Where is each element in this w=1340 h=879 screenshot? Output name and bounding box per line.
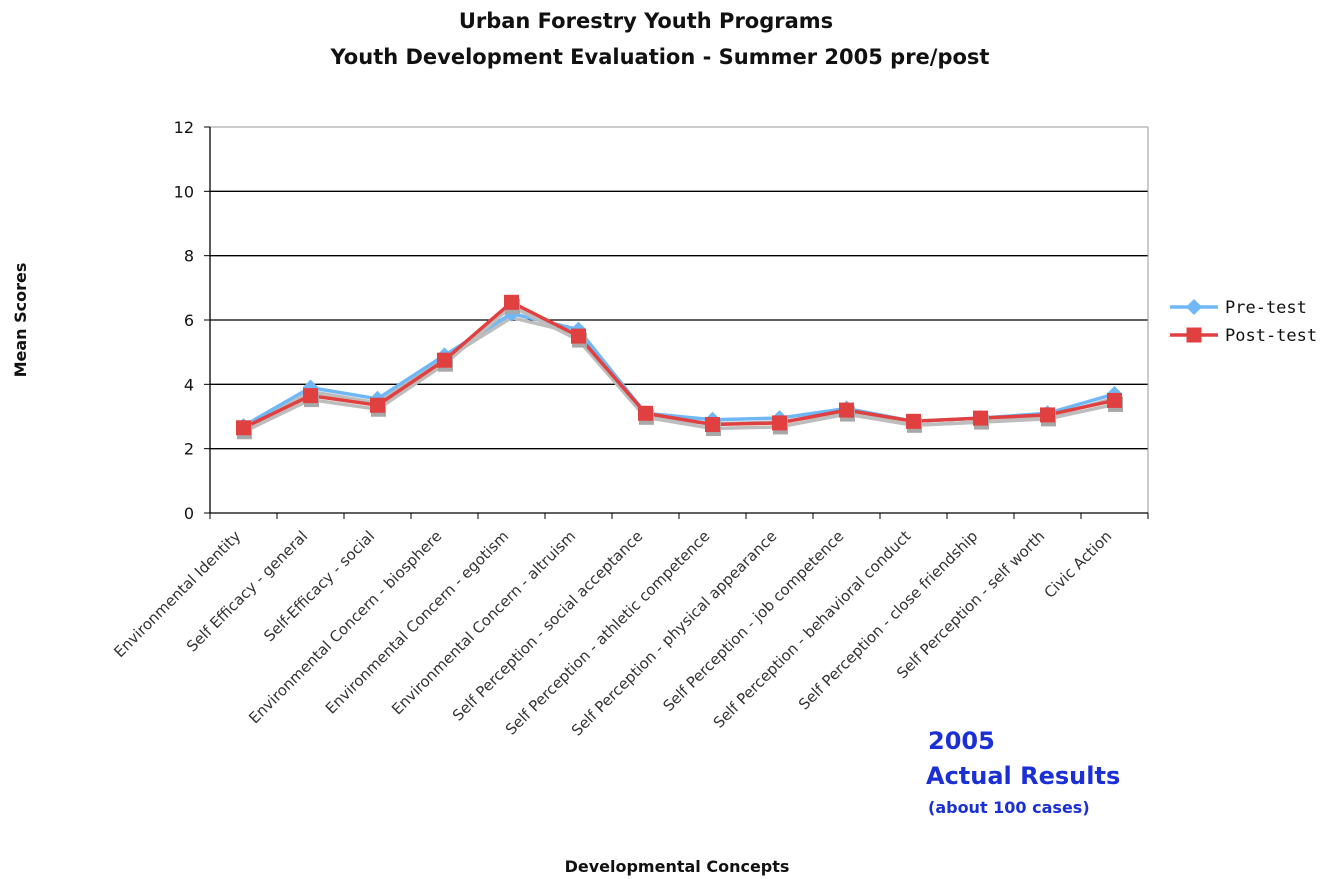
results-annotation: 2005 Actual Results (about 100 cases) xyxy=(926,727,1120,817)
series xyxy=(235,294,1123,440)
post-test-point xyxy=(370,397,385,413)
post-test-point xyxy=(973,410,988,426)
post-test-point xyxy=(906,413,921,429)
y-tick-label: 2 xyxy=(184,440,194,459)
post-test-point xyxy=(303,388,318,404)
legend-marker xyxy=(1186,299,1202,315)
annotation-note: (about 100 cases) xyxy=(928,798,1090,817)
x-tick-label: Self Efficacy - general xyxy=(183,527,311,655)
chart-title: Urban Forestry Youth Programs xyxy=(459,9,833,33)
chart-subtitle: Youth Development Evaluation - Summer 20… xyxy=(330,45,990,69)
gridlines xyxy=(210,190,1148,450)
post-test-point xyxy=(772,415,787,431)
post-test-point xyxy=(1107,392,1122,408)
legend-entry: Pre-test xyxy=(1170,298,1307,318)
legend: Pre-test Post-test xyxy=(1170,298,1317,346)
post-test-point xyxy=(236,420,251,436)
post-test-point xyxy=(1040,407,1055,423)
legend-marker xyxy=(1186,327,1202,343)
post-test-point xyxy=(571,328,586,344)
y-tick-label: 4 xyxy=(184,375,194,394)
series-line-post-test xyxy=(242,300,1115,430)
axes xyxy=(204,126,1149,519)
y-tick-labels: 0 2 4 6 8 10 12 xyxy=(174,118,194,523)
legend-label: Pre-test xyxy=(1225,298,1307,318)
y-tick-label: 6 xyxy=(184,311,194,330)
post-test-point xyxy=(504,294,519,310)
annotation-year: 2005 xyxy=(928,727,995,755)
x-tick-label: Self-Efficacy - social xyxy=(260,527,378,645)
x-tick-label: Environmental Identity xyxy=(110,527,244,661)
annotation-title: Actual Results xyxy=(926,762,1120,790)
series-shadow xyxy=(242,304,1115,434)
y-tick-label: 12 xyxy=(174,118,194,137)
post-test-point xyxy=(437,352,452,368)
y-tick-label: 8 xyxy=(184,247,194,266)
legend-label: Post-test xyxy=(1225,326,1317,346)
post-test-point xyxy=(638,405,653,421)
legend-entry: Post-test xyxy=(1170,326,1317,346)
y-tick-label: 10 xyxy=(174,182,194,201)
x-tick-label: Civic Action xyxy=(1041,527,1116,602)
y-tick-label: 0 xyxy=(184,504,194,523)
y-axis-title: Mean Scores xyxy=(11,263,30,378)
post-test-point xyxy=(839,402,854,418)
post-test-point xyxy=(705,417,720,433)
x-axis-title: Developmental Concepts xyxy=(565,857,790,876)
